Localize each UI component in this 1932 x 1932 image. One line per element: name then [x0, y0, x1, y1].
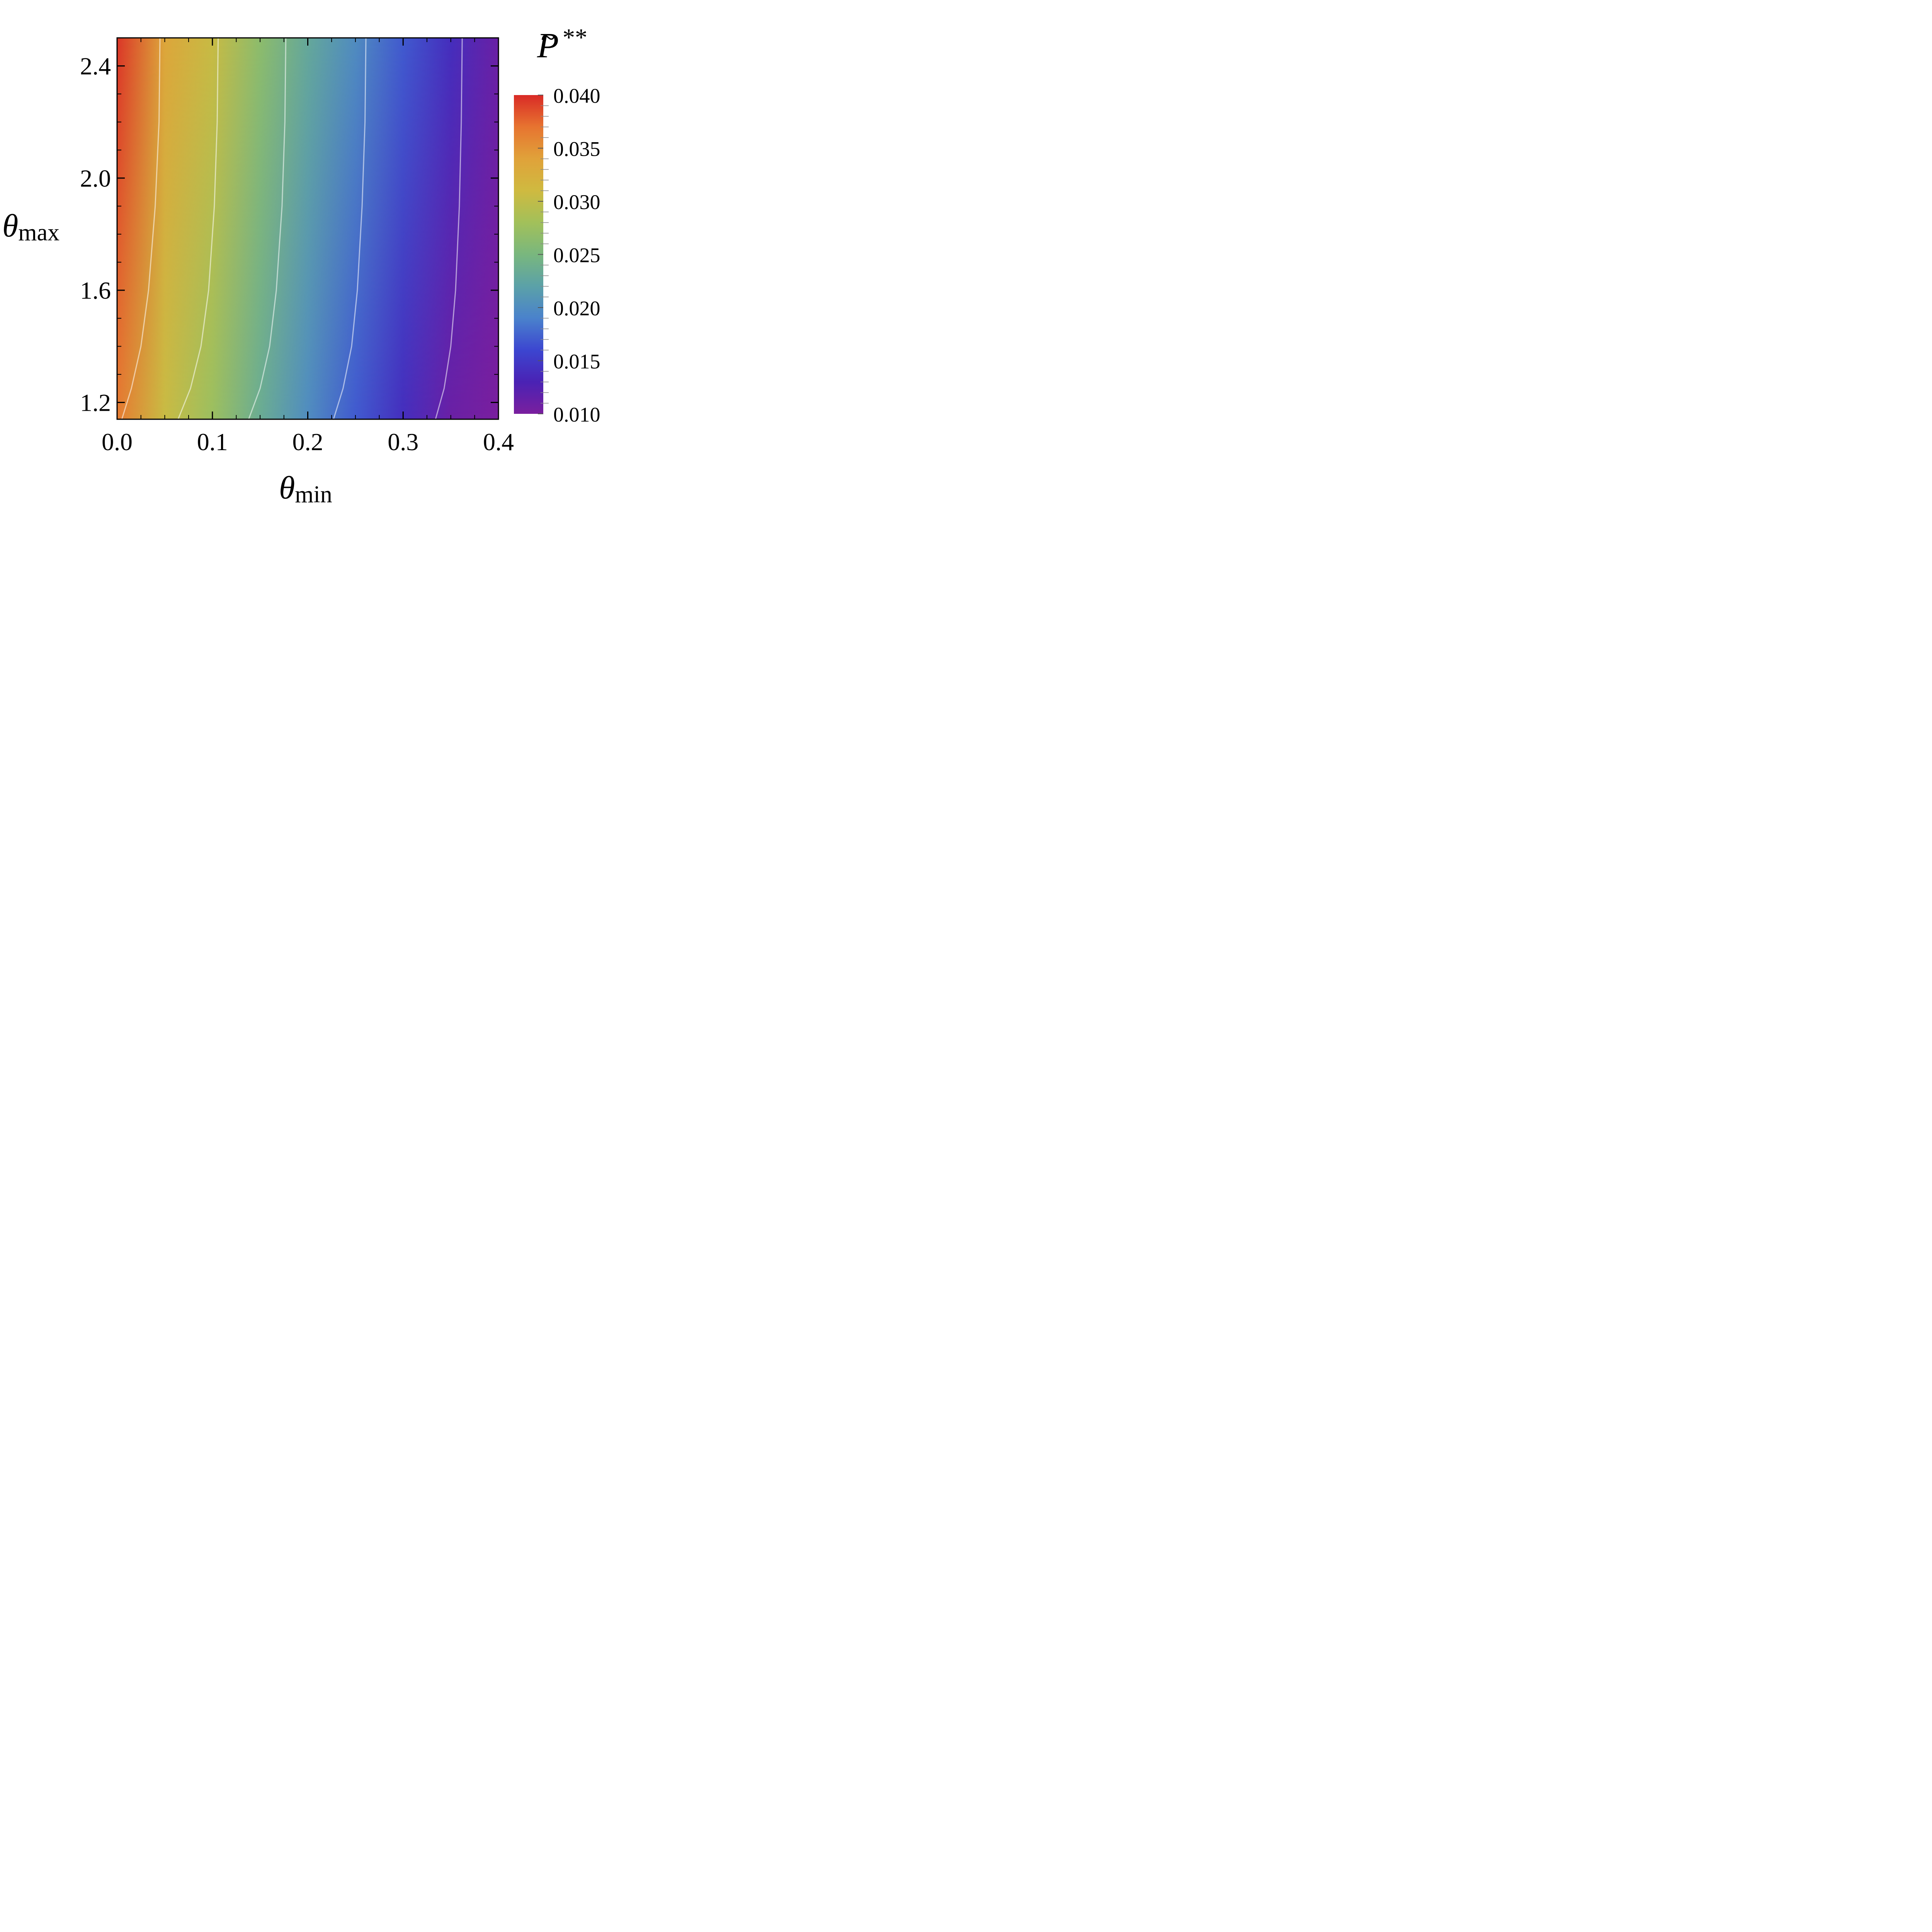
contour-4	[333, 38, 367, 419]
y-axis-subscript: max	[18, 219, 60, 246]
colorbar-tick-label: 0.010	[553, 403, 600, 426]
colorbar-tick-label: 0.030	[553, 190, 600, 214]
colorbar-title: ~ P **	[537, 23, 587, 65]
y-tick-label: 2.0	[80, 165, 111, 192]
x-axis-symbol: θ	[279, 470, 295, 506]
x-tick-label: 0.2	[293, 428, 323, 456]
contour-lines	[121, 38, 463, 419]
x-axis-subscript: min	[295, 481, 332, 508]
colorbar-tick-label: 0.015	[553, 350, 600, 373]
contour-5	[435, 38, 463, 419]
heatmap-field-lower-shift	[117, 38, 498, 419]
colorbar-title-symbol: P	[537, 26, 559, 65]
contour-3	[248, 38, 287, 419]
plot-area: 0.0 0.1 0.2 0.3 0.4 1.2 1.6 2.0 2.4	[80, 37, 514, 456]
x-tick-label: 0.4	[483, 428, 514, 456]
x-axis-ticks: 0.0 0.1 0.2 0.3 0.4	[102, 38, 514, 456]
colorbar-ticks: 0.010 0.015 0.020 0.025 0.030 0.035 0.040	[538, 84, 600, 426]
colorbar-title-superscript: **	[563, 24, 587, 51]
x-tick-label: 0.1	[197, 428, 228, 456]
colorbar-tick-label: 0.025	[553, 244, 600, 267]
y-tick-label: 2.4	[80, 53, 111, 80]
x-tick-label: 0.0	[102, 428, 133, 456]
colorbar-tick-label: 0.035	[553, 138, 600, 161]
y-axis-ticks: 1.2 1.6 2.0 2.4	[80, 37, 498, 416]
y-tick-label: 1.2	[80, 389, 111, 416]
colorbar-tick-label: 0.040	[553, 84, 600, 107]
x-tick-label: 0.3	[388, 428, 418, 456]
colorbar-tick-label: 0.020	[553, 297, 600, 320]
y-axis-title: θmax	[2, 208, 60, 246]
y-tick-label: 1.6	[80, 277, 111, 304]
contour-2	[177, 38, 219, 419]
colorbar-title-decoration: ~	[541, 23, 556, 53]
colorbar: 0.010 0.015 0.020 0.025 0.030 0.035 0.040 ~ P …	[514, 23, 600, 426]
contour-chart: 0.0 0.1 0.2 0.3 0.4 1.21.62.02.4 θmin θmax 0…	[2, 23, 600, 508]
contour-1	[121, 38, 161, 419]
y-axis-symbol: θ	[2, 208, 18, 244]
x-axis-title: θmin	[279, 470, 332, 508]
